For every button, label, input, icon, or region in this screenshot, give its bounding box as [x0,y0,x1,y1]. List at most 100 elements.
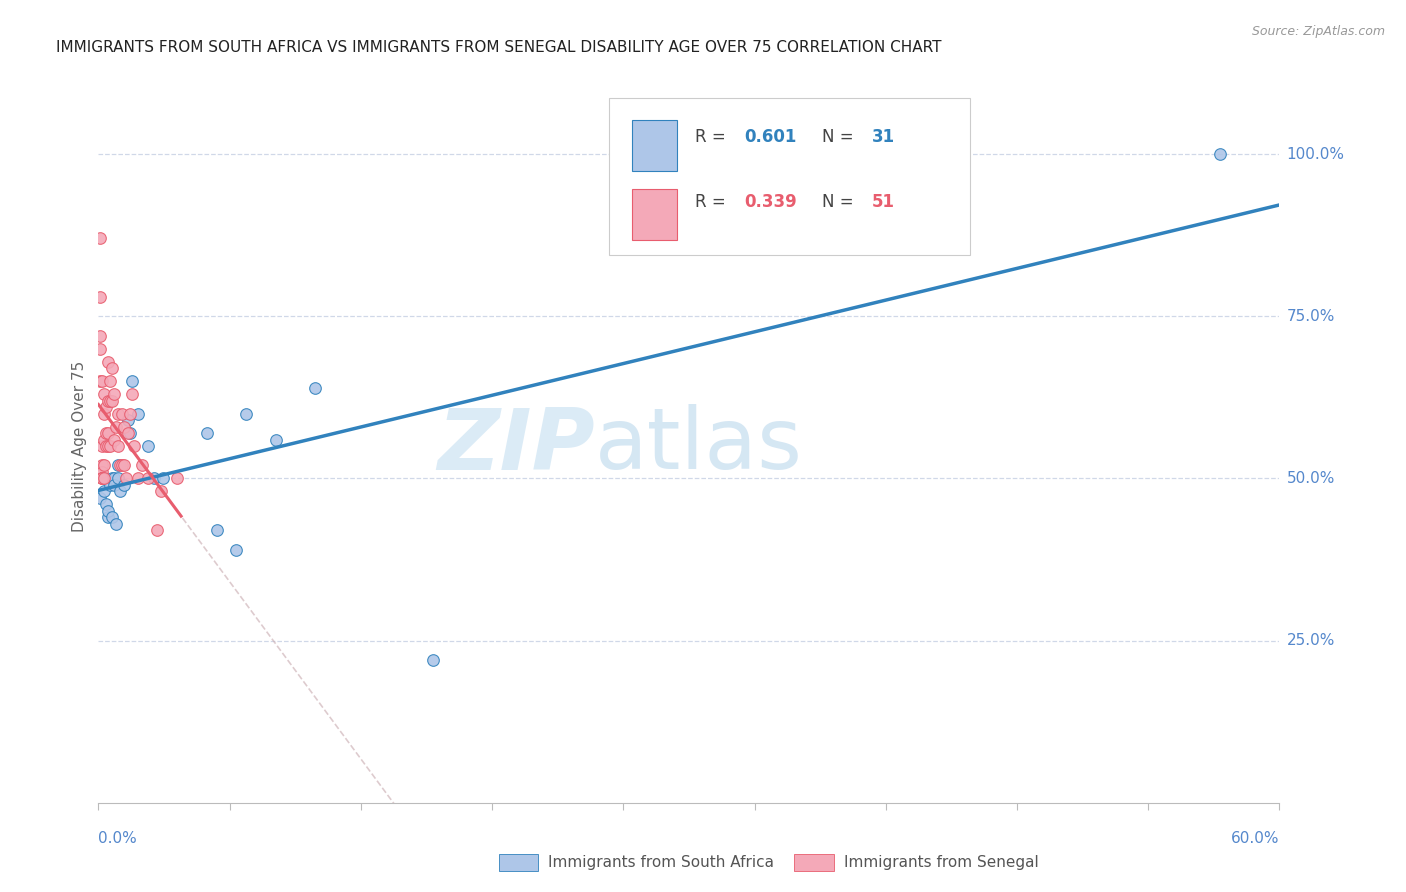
Point [107,439,129,453]
Point [93,471,115,485]
Point [89,231,111,245]
Point [225,542,247,557]
Text: 0.339: 0.339 [744,193,797,211]
Text: atlas: atlas [595,404,803,488]
Point [127,407,149,421]
Point [98,374,121,388]
Point [118,407,141,421]
Point [103,478,125,492]
Y-axis label: Disability Age Over 75: Disability Age Over 75 [72,360,87,532]
Point [89,374,111,388]
Point [107,458,129,473]
Point [91,374,114,388]
Text: 50.0%: 50.0% [1286,471,1334,486]
Point [205,524,228,538]
Point [112,458,135,473]
Text: 0.601: 0.601 [744,128,797,146]
Point [101,471,124,485]
Point [142,471,165,485]
Point [103,433,125,447]
Point [108,484,131,499]
Point [97,354,120,368]
Point [107,471,129,485]
Point [105,419,128,434]
Point [98,393,121,408]
Point [89,290,111,304]
Point [91,471,114,485]
Point [107,407,129,421]
Text: IMMIGRANTS FROM SOUTH AFRICA VS IMMIGRANTS FROM SENEGAL DISABILITY AGE OVER 75 C: IMMIGRANTS FROM SOUTH AFRICA VS IMMIGRAN… [56,40,942,55]
Text: Source: ZipAtlas.com: Source: ZipAtlas.com [1251,25,1385,38]
Point [422,653,444,667]
Point [101,393,124,408]
FancyBboxPatch shape [609,98,970,255]
Point [91,471,114,485]
Point [136,439,159,453]
FancyBboxPatch shape [633,189,678,241]
Point [91,439,114,453]
Text: 60.0%: 60.0% [1232,831,1279,847]
Point [118,425,141,440]
Point [121,374,143,388]
Point [136,471,159,485]
Point [101,510,124,524]
Point [146,524,169,538]
Point [152,471,174,485]
Point [195,425,218,440]
Point [96,439,118,453]
FancyBboxPatch shape [633,120,678,171]
Point [112,478,135,492]
Point [96,400,118,414]
Point [117,413,139,427]
Text: Immigrants from South Africa: Immigrants from South Africa [548,855,775,870]
Point [1209,147,1232,161]
Point [91,471,114,485]
Point [101,361,124,376]
Text: N =: N = [823,193,859,211]
Point [97,425,120,440]
Point [150,484,173,499]
Point [97,504,120,518]
Point [91,471,114,485]
Point [111,407,134,421]
Text: 75.0%: 75.0% [1286,309,1334,324]
Point [166,471,188,485]
Point [89,328,111,343]
Point [111,458,134,473]
Text: 25.0%: 25.0% [1286,633,1334,648]
Point [131,458,153,473]
Point [98,478,121,492]
Point [93,433,115,447]
Point [93,471,115,485]
Text: 51: 51 [872,193,896,211]
Point [98,439,121,453]
Point [93,407,115,421]
Point [122,439,145,453]
Text: R =: R = [695,193,731,211]
Point [97,510,120,524]
Point [235,407,257,421]
Point [264,433,287,447]
Text: 31: 31 [872,128,896,146]
Text: Immigrants from Senegal: Immigrants from Senegal [844,855,1039,870]
Point [97,439,120,453]
Point [115,471,138,485]
Point [103,471,125,485]
Point [96,497,118,511]
Point [93,387,115,401]
Text: ZIP: ZIP [437,404,595,488]
Point [93,484,115,499]
Text: 0.0%: 0.0% [98,831,138,847]
Text: R =: R = [695,128,731,146]
Point [93,458,115,473]
Point [91,458,114,473]
Point [127,471,149,485]
Point [97,393,120,408]
Point [121,387,143,401]
Point [89,491,111,505]
Point [112,419,135,434]
Point [117,425,139,440]
Point [105,516,128,531]
Point [96,425,118,440]
Point [108,458,131,473]
